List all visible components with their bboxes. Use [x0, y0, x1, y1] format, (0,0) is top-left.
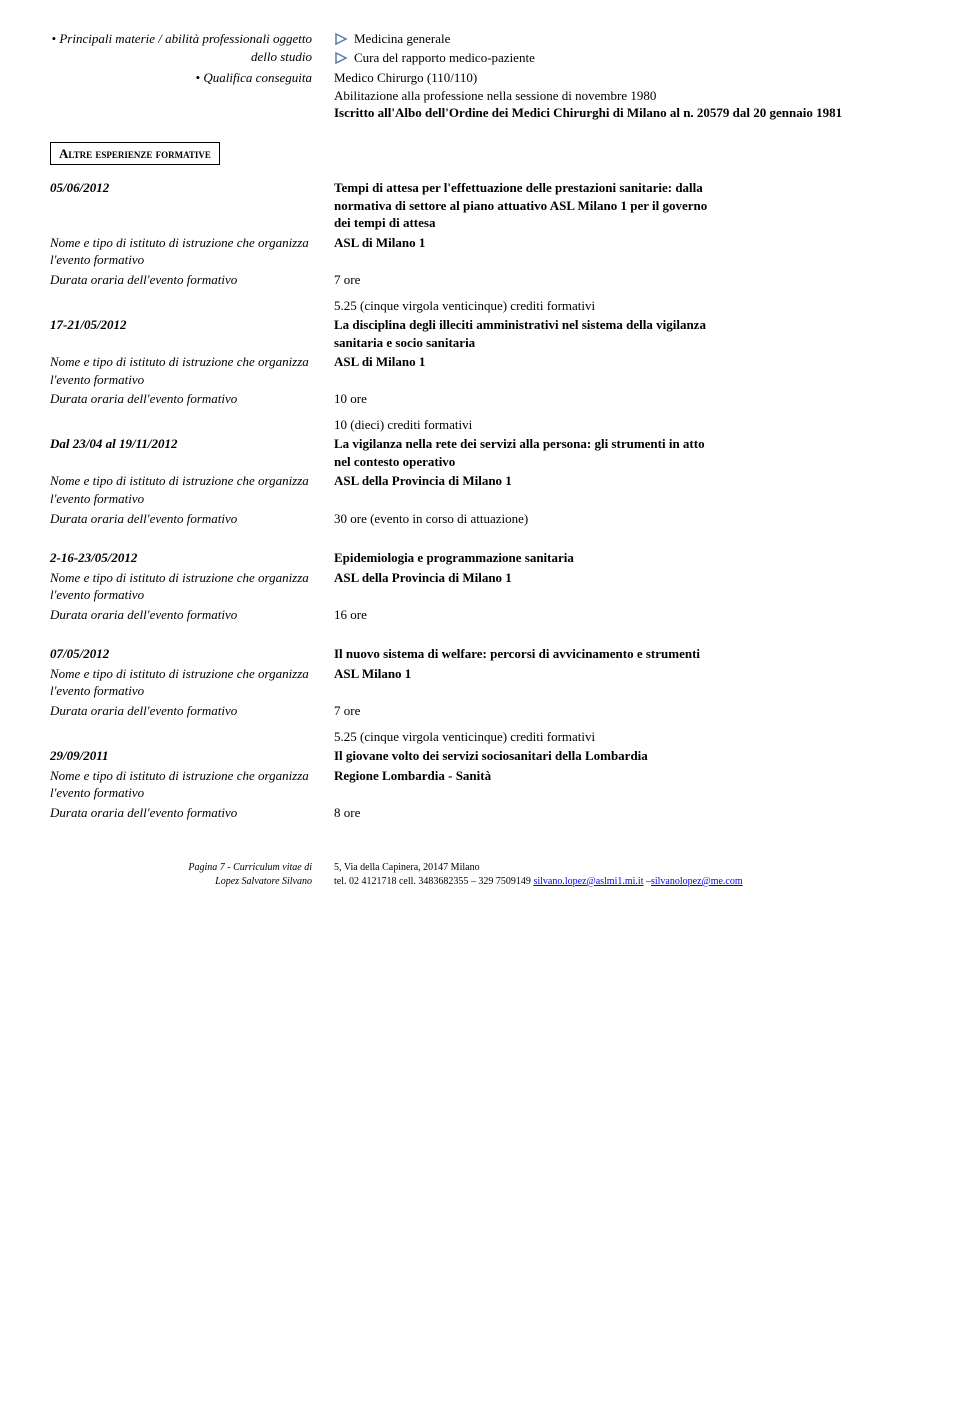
qualifica-line1: Medico Chirurgo (110/110): [334, 69, 910, 87]
istituto-label: Nome e tipo di istituto di istruzione ch…: [50, 767, 330, 802]
footer-left-l1: Pagina 7 - Curriculum vitae di: [50, 861, 312, 875]
durata-label: Durata oraria dell'evento formativo: [50, 702, 330, 720]
footer-right-l2: tel. 02 4121718 cell. 3483682355 – 329 7…: [334, 875, 910, 889]
entry3-istituto-row: Nome e tipo di istituto di istruzione ch…: [50, 472, 910, 507]
entry4-istituto-row: Nome e tipo di istituto di istruzione ch…: [50, 569, 910, 604]
materie-content: Medicina generale Cura del rapporto medi…: [330, 30, 910, 67]
entry1-crediti: 5.25 (cinque virgola venticinque) credit…: [330, 297, 910, 315]
entry1-date: 05/06/2012: [50, 179, 330, 232]
footer-email-link-2[interactable]: silvanolopez@me.com: [651, 876, 743, 887]
arrow-item-2: Cura del rapporto medico-paziente: [334, 49, 910, 67]
footer-left: Pagina 7 - Curriculum vitae di Lopez Sal…: [50, 861, 330, 888]
entry5-date: 07/05/2012: [50, 645, 330, 663]
entry5-durata-row: Durata oraria dell'evento formativo 7 or…: [50, 702, 910, 720]
entry1-durata-row: Durata oraria dell'evento formativo 7 or…: [50, 271, 910, 289]
arrow-icon: [334, 32, 348, 46]
entry1-istituto-row: Nome e tipo di istituto di istruzione ch…: [50, 234, 910, 269]
entry1-durata: 7 ore: [330, 271, 910, 289]
entry2-date: 17-21/05/2012: [50, 316, 330, 351]
entry5-crediti-row: 5.25 (cinque virgola venticinque) credit…: [50, 728, 910, 746]
qualifica-line3: Iscritto all'Albo dell'Ordine dei Medici…: [334, 104, 910, 122]
entry3-durata-row: Durata oraria dell'evento formativo 30 o…: [50, 510, 910, 528]
section-header: Altre esperienze formative: [50, 142, 220, 166]
materie-label: Principali materie / abilità professiona…: [50, 30, 330, 67]
entry5-date-row: 07/05/2012 Il nuovo sistema di welfare: …: [50, 645, 910, 663]
section-header-row: Altre esperienze formative: [50, 142, 910, 166]
entry6-date-row: 29/09/2011 Il giovane volto dei servizi …: [50, 747, 910, 765]
entry2-istituto: ASL di Milano 1: [330, 353, 910, 388]
entry4-date-row: 2-16-23/05/2012 Epidemiologia e programm…: [50, 549, 910, 567]
entry6-title: Il giovane volto dei servizi sociosanita…: [330, 747, 910, 765]
entry5-title: Il nuovo sistema di welfare: percorsi di…: [330, 645, 910, 663]
entry3-istituto: ASL della Provincia di Milano 1: [330, 472, 910, 507]
durata-label: Durata oraria dell'evento formativo: [50, 606, 330, 624]
entry6-istituto: Regione Lombardia - Sanità: [330, 767, 910, 802]
entry2-durata: 10 ore: [330, 390, 910, 408]
entry6-istituto-row: Nome e tipo di istituto di istruzione ch…: [50, 767, 910, 802]
entry2-istituto-row: Nome e tipo di istituto di istruzione ch…: [50, 353, 910, 388]
footer: Pagina 7 - Curriculum vitae di Lopez Sal…: [50, 861, 910, 888]
entry2-title: La disciplina degli illeciti amministrat…: [330, 316, 910, 351]
footer-right: 5, Via della Capinera, 20147 Milano tel.…: [330, 861, 910, 888]
entry5-durata: 7 ore: [330, 702, 910, 720]
istituto-label: Nome e tipo di istituto di istruzione ch…: [50, 353, 330, 388]
entry2-date-row: 17-21/05/2012 La disciplina degli illeci…: [50, 316, 910, 351]
istituto-label: Nome e tipo di istituto di istruzione ch…: [50, 569, 330, 604]
entry6-durata: 8 ore: [330, 804, 910, 822]
entry1-date-row: 05/06/2012 Tempi di attesa per l'effettu…: [50, 179, 910, 232]
entry5-istituto: ASL Milano 1: [330, 665, 910, 700]
entry6-date: 29/09/2011: [50, 747, 330, 765]
qualifica-row: Qualifica conseguita Medico Chirurgo (11…: [50, 69, 910, 122]
entry4-istituto: ASL della Provincia di Milano 1: [330, 569, 910, 604]
entry4-durata: 16 ore: [330, 606, 910, 624]
durata-label: Durata oraria dell'evento formativo: [50, 804, 330, 822]
entry6-durata-row: Durata oraria dell'evento formativo 8 or…: [50, 804, 910, 822]
durata-label: Durata oraria dell'evento formativo: [50, 510, 330, 528]
entry5-crediti: 5.25 (cinque virgola venticinque) credit…: [330, 728, 910, 746]
entry2-crediti: 10 (dieci) crediti formativi: [330, 416, 910, 434]
footer-left-l2: Lopez Salvatore Silvano: [50, 875, 312, 889]
qualifica-line2: Abilitazione alla professione nella sess…: [334, 87, 910, 105]
entry3-date-row: Dal 23/04 al 19/11/2012 La vigilanza nel…: [50, 435, 910, 470]
qualifica-label: Qualifica conseguita: [50, 69, 330, 122]
istituto-label: Nome e tipo di istituto di istruzione ch…: [50, 472, 330, 507]
entry3-title: La vigilanza nella rete dei servizi alla…: [330, 435, 910, 470]
materie-row: Principali materie / abilità professiona…: [50, 30, 910, 67]
entry1-title: Tempi di attesa per l'effettuazione dell…: [330, 179, 910, 232]
arrow-icon: [334, 51, 348, 65]
entry1-istituto: ASL di Milano 1: [330, 234, 910, 269]
arrow-text-2: Cura del rapporto medico-paziente: [354, 49, 535, 67]
durata-label: Durata oraria dell'evento formativo: [50, 271, 330, 289]
entry4-durata-row: Durata oraria dell'evento formativo 16 o…: [50, 606, 910, 624]
istituto-label: Nome e tipo di istituto di istruzione ch…: [50, 665, 330, 700]
durata-label: Durata oraria dell'evento formativo: [50, 390, 330, 408]
entry3-date: Dal 23/04 al 19/11/2012: [50, 435, 330, 470]
footer-email-link-1[interactable]: silvano.lopez@aslmi1.mi.it: [533, 876, 643, 887]
arrow-item-1: Medicina generale: [334, 30, 910, 48]
entry4-title: Epidemiologia e programmazione sanitaria: [330, 549, 910, 567]
entry2-durata-row: Durata oraria dell'evento formativo 10 o…: [50, 390, 910, 408]
entry2-crediti-row: 10 (dieci) crediti formativi: [50, 416, 910, 434]
entry4-date: 2-16-23/05/2012: [50, 549, 330, 567]
istituto-label: Nome e tipo di istituto di istruzione ch…: [50, 234, 330, 269]
entry1-crediti-row: 5.25 (cinque virgola venticinque) credit…: [50, 297, 910, 315]
qualifica-content: Medico Chirurgo (110/110) Abilitazione a…: [330, 69, 910, 122]
entry5-istituto-row: Nome e tipo di istituto di istruzione ch…: [50, 665, 910, 700]
footer-right-l1: 5, Via della Capinera, 20147 Milano: [334, 861, 910, 875]
arrow-text-1: Medicina generale: [354, 30, 450, 48]
entry3-durata: 30 ore (evento in corso di attuazione): [330, 510, 910, 528]
